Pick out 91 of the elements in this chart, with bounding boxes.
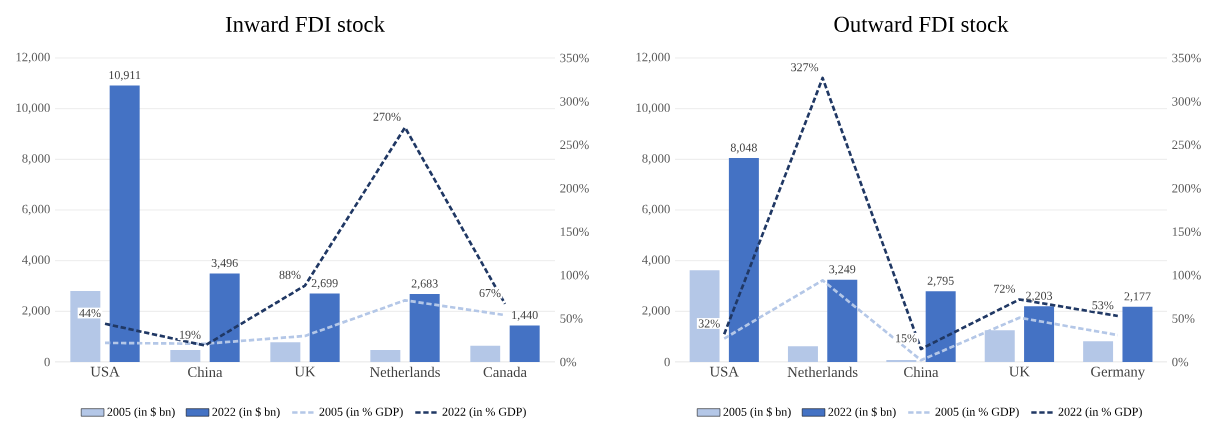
y2-tick-label: 150% bbox=[1172, 227, 1201, 237]
bar bbox=[409, 294, 440, 362]
legend-label: 2022 (in $ bn) bbox=[212, 407, 280, 419]
legend-label: 2005 (in % GDP) bbox=[935, 407, 1019, 419]
bar bbox=[1083, 341, 1114, 362]
y-tick-label: 8,000 bbox=[22, 154, 50, 165]
y2-tick-label: 300% bbox=[1172, 97, 1201, 106]
data-label: 44% bbox=[79, 308, 101, 318]
line-series bbox=[722, 76, 1120, 351]
y-tick-label: 2,000 bbox=[22, 306, 50, 317]
x-tick-label: Germany bbox=[1091, 366, 1146, 380]
bar bbox=[170, 350, 201, 362]
bar bbox=[787, 346, 818, 362]
data-label: 10,911 bbox=[109, 71, 141, 81]
y2-tick-label: 250% bbox=[560, 140, 589, 150]
legend-label: 2022 (in % GDP) bbox=[1058, 407, 1142, 419]
bar bbox=[689, 270, 720, 362]
data-label: 2,699 bbox=[311, 279, 338, 289]
data-label: 19% bbox=[180, 330, 201, 339]
legend-label: 2022 (in $ bn) bbox=[828, 407, 896, 419]
x-tick-label: USA bbox=[709, 366, 739, 377]
legend-label: 2005 (in % GDP) bbox=[319, 407, 403, 419]
bar bbox=[270, 342, 301, 362]
data-label: 72% bbox=[994, 284, 1016, 293]
bar bbox=[728, 158, 759, 362]
y2-tick-label: 250% bbox=[1172, 140, 1201, 150]
x-tick-label: Canada bbox=[483, 366, 527, 378]
x-tick-label: UK bbox=[1009, 366, 1030, 377]
bar bbox=[370, 350, 401, 362]
data-label: 2,203 bbox=[1026, 291, 1053, 302]
y-tick-label: 6,000 bbox=[642, 204, 670, 216]
data-label: 2,683 bbox=[411, 279, 438, 290]
y2-tick-label: 100% bbox=[560, 270, 589, 280]
bar bbox=[886, 359, 917, 362]
y-tick-label: 12,000 bbox=[636, 52, 670, 64]
bar bbox=[1122, 306, 1153, 362]
y2-tick-label: 50% bbox=[560, 314, 583, 323]
data-label: 2,177 bbox=[1124, 292, 1151, 303]
y-tick-label: 8,000 bbox=[642, 154, 670, 165]
bar bbox=[309, 293, 340, 362]
x-tick-label: Netherlands bbox=[787, 366, 858, 378]
y-tick-label: 4,000 bbox=[642, 255, 670, 266]
data-label: 8,048 bbox=[730, 143, 757, 154]
chart-title: Outward FDI stock bbox=[834, 16, 1009, 32]
legend-label: 2022 (in % GDP) bbox=[442, 407, 526, 419]
bar bbox=[1024, 306, 1055, 362]
data-label: 88% bbox=[279, 270, 301, 279]
x-tick-label: Netherlands bbox=[369, 366, 440, 378]
y2-tick-label: 300% bbox=[560, 97, 589, 106]
y2-tick-label: 50% bbox=[1172, 314, 1195, 323]
y2-tick-label: 100% bbox=[1172, 270, 1201, 280]
y2-tick-label: 350% bbox=[1172, 53, 1201, 63]
data-label: 15% bbox=[896, 334, 917, 343]
data-label: 2,795 bbox=[927, 276, 954, 287]
x-tick-label: China bbox=[188, 366, 223, 378]
bar bbox=[470, 345, 501, 362]
y-tick-label: 10,000 bbox=[636, 103, 670, 114]
y-tick-label: 4,000 bbox=[22, 255, 50, 266]
legend-label: 2005 (in $ bn) bbox=[723, 407, 791, 419]
y-tick-label: 0 bbox=[44, 357, 50, 367]
bar bbox=[827, 279, 858, 362]
y-tick-label: 0 bbox=[664, 357, 670, 367]
legend-label: 2005 (in $ bn) bbox=[107, 407, 175, 419]
bar bbox=[509, 325, 540, 362]
chart-title: Inward FDI stock bbox=[225, 16, 385, 32]
y-tick-label: 10,000 bbox=[16, 103, 50, 114]
y2-tick-label: 0% bbox=[1172, 357, 1189, 367]
x-tick-label: USA bbox=[90, 366, 120, 377]
x-tick-label: China bbox=[904, 366, 939, 378]
data-label: 3,249 bbox=[829, 265, 856, 275]
y2-tick-label: 200% bbox=[1172, 183, 1201, 193]
y-tick-label: 2,000 bbox=[642, 306, 670, 317]
y2-tick-label: 150% bbox=[560, 227, 589, 237]
data-label: 270% bbox=[373, 112, 401, 121]
data-label: 53% bbox=[1092, 301, 1114, 310]
line-series bbox=[103, 126, 507, 347]
y-tick-label: 12,000 bbox=[16, 52, 50, 64]
y2-tick-label: 0% bbox=[560, 357, 577, 367]
y-tick-label: 6,000 bbox=[22, 204, 50, 216]
bar bbox=[209, 273, 240, 362]
bar bbox=[109, 85, 140, 362]
bar bbox=[70, 291, 101, 362]
data-label: 67% bbox=[479, 288, 501, 298]
y2-tick-label: 200% bbox=[560, 183, 589, 193]
data-label: 32% bbox=[698, 319, 720, 328]
y2-tick-label: 350% bbox=[560, 53, 589, 63]
data-label: 3,496 bbox=[211, 258, 238, 269]
data-label: 327% bbox=[791, 63, 819, 72]
x-tick-label: UK bbox=[294, 366, 316, 377]
bar bbox=[925, 291, 956, 362]
data-label: 1,440 bbox=[512, 310, 538, 321]
